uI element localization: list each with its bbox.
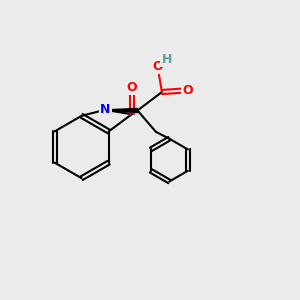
Text: O: O (127, 81, 137, 94)
Text: H: H (161, 53, 172, 66)
Text: O: O (152, 60, 163, 73)
Text: N: N (100, 103, 111, 116)
Polygon shape (105, 108, 138, 112)
Text: O: O (182, 84, 193, 97)
